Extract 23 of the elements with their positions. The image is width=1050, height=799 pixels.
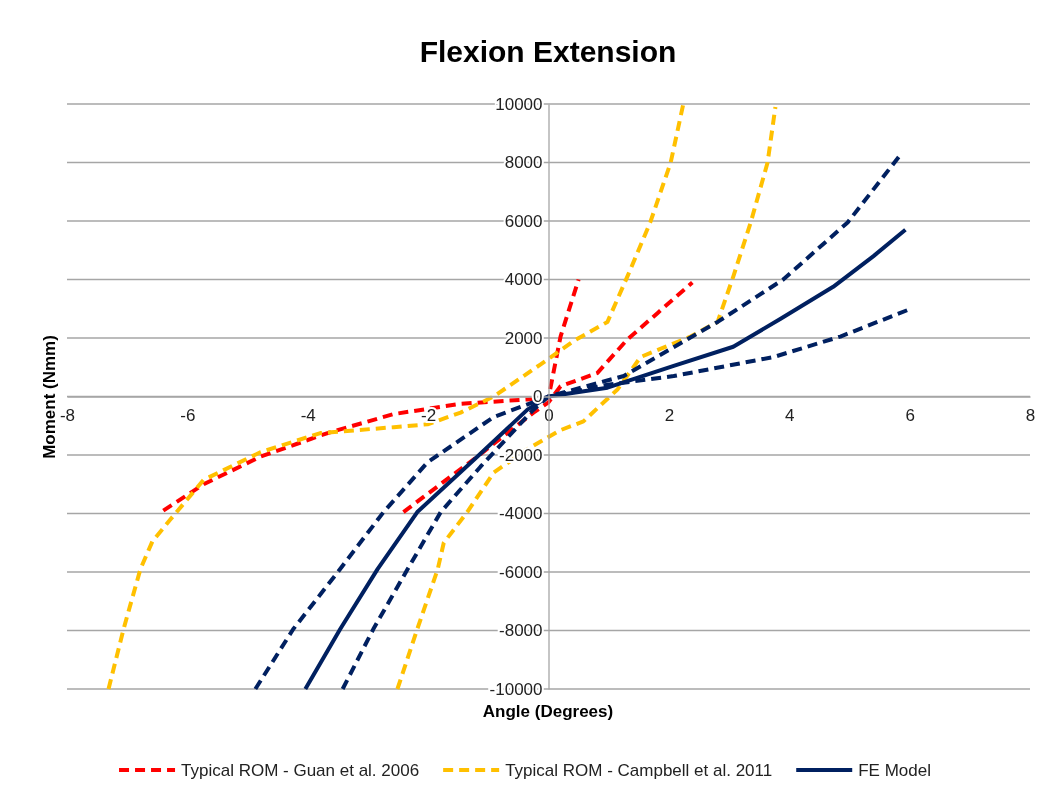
y-tick-label: -6000 xyxy=(499,562,543,582)
legend-label: FE Model xyxy=(858,761,931,780)
y-axis-title: Moment (Nmm) xyxy=(40,335,59,459)
x-tick-label: 8 xyxy=(1025,405,1036,425)
chart-title: Flexion Extension xyxy=(419,35,677,68)
x-tick-label: -6 xyxy=(180,405,196,425)
y-tick-label: 2000 xyxy=(504,328,543,348)
y-tick-label: 6000 xyxy=(504,211,543,231)
x-axis-title: Angle (Degrees) xyxy=(482,702,614,721)
x-tick-label: -8 xyxy=(59,405,76,425)
y-tick-label: 10000 xyxy=(495,94,543,114)
x-tick-label: 4 xyxy=(785,405,795,425)
y-tick-label: -8000 xyxy=(499,621,543,641)
y-tick-label: -10000 xyxy=(489,679,543,699)
x-tick-label: 2 xyxy=(664,405,675,425)
y-tick-label: 8000 xyxy=(504,153,543,173)
x-tick-label: -4 xyxy=(300,405,316,425)
legend-label: Typical ROM - Guan et al. 2006 xyxy=(181,761,420,780)
x-tick-label: -2 xyxy=(421,405,437,425)
legend-label: Typical ROM - Campbell et al. 2011 xyxy=(505,761,773,780)
y-tick-label: -4000 xyxy=(499,504,543,524)
y-tick-label: 4000 xyxy=(504,270,543,290)
x-tick-label: 6 xyxy=(905,405,915,425)
